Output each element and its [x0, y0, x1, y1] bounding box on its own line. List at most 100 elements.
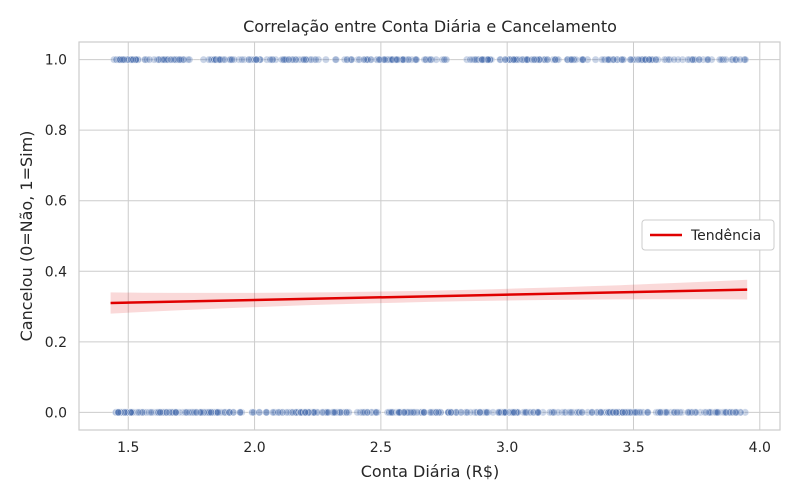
- scatter-point: [664, 55, 673, 64]
- scatter-point: [138, 408, 147, 417]
- scatter-point: [367, 55, 375, 64]
- scatter-point: [321, 55, 330, 64]
- scatter-point: [549, 408, 558, 417]
- scatter-point: [329, 408, 338, 417]
- scatter-point: [255, 408, 264, 417]
- scatter-point: [626, 408, 635, 417]
- scatter-point: [567, 55, 576, 64]
- scatter-point: [228, 55, 236, 64]
- scatter-point: [472, 408, 481, 417]
- scatter-point: [501, 408, 510, 417]
- scatter-point: [215, 55, 224, 64]
- scatter-point: [225, 408, 234, 417]
- scatter-point: [129, 55, 137, 64]
- scatter-point: [359, 55, 368, 64]
- scatter-point: [359, 408, 367, 417]
- scatter-point: [205, 408, 214, 417]
- scatter-point: [199, 55, 208, 64]
- scatter-point: [688, 55, 697, 64]
- scatter-point: [282, 408, 291, 417]
- scatter-point: [347, 55, 355, 64]
- y-tick-label: 0.2: [45, 335, 67, 351]
- scatter-point: [596, 408, 605, 417]
- scatter-point: [656, 408, 664, 417]
- scatter-point: [158, 55, 167, 64]
- scatter-point: [551, 55, 560, 64]
- scatter-point: [399, 55, 408, 64]
- scatter-point: [643, 408, 652, 417]
- scatter-point: [421, 55, 430, 64]
- scatter-point: [715, 55, 724, 64]
- y-tick-label: 0.8: [45, 123, 67, 139]
- scatter-point: [268, 55, 277, 64]
- trend-line-layer: [110, 288, 748, 305]
- scatter-point: [324, 408, 333, 417]
- scatter-point: [534, 408, 542, 417]
- scatter-point: [344, 408, 353, 417]
- scatter-point: [436, 408, 445, 417]
- scatter-point: [626, 55, 635, 64]
- x-tick-label: 4.0: [749, 440, 771, 456]
- scatter-point: [252, 55, 261, 64]
- scatter-point: [468, 55, 477, 64]
- scatter-point: [587, 408, 596, 417]
- y-axis-label: Cancelou (0=Não, 1=Sim): [17, 131, 36, 342]
- scatter-point: [156, 408, 164, 417]
- scatter-point: [182, 408, 191, 417]
- scatter-point: [280, 55, 288, 64]
- scatter-point: [266, 55, 275, 64]
- scatter-point: [311, 55, 320, 64]
- scatter-point: [131, 55, 140, 64]
- scatter-point: [126, 408, 135, 417]
- scatter-point: [438, 55, 447, 64]
- scatter-point: [419, 408, 428, 417]
- scatter-point: [145, 55, 154, 64]
- legend-trend-label: Tendência: [690, 228, 761, 244]
- scatter-point: [343, 55, 351, 64]
- scatter-point: [262, 408, 271, 417]
- scatter-point: [654, 408, 662, 417]
- scatter-point: [578, 408, 587, 417]
- scatter-point: [741, 408, 750, 417]
- scatter-point: [301, 55, 310, 64]
- scatter-point: [478, 55, 487, 64]
- scatter-point: [483, 55, 492, 64]
- scatter-point: [684, 55, 692, 64]
- scatter-point: [192, 408, 201, 417]
- scatter-point: [702, 408, 710, 417]
- scatter-point: [118, 55, 127, 64]
- scatter-point: [162, 408, 171, 417]
- scatter-point: [633, 408, 641, 417]
- scatter-point: [549, 55, 557, 64]
- scatter-point: [676, 408, 684, 417]
- plot-frame: [78, 41, 781, 431]
- x-tick-label: 2.0: [243, 440, 265, 456]
- scatter-point: [509, 55, 518, 64]
- scatter-point: [271, 55, 280, 64]
- scatter-point: [426, 55, 435, 64]
- scatter-point: [447, 408, 456, 417]
- scatter-point: [213, 408, 222, 417]
- scatter-point: [684, 408, 693, 417]
- scatter-point: [392, 55, 401, 64]
- y-tick-label: 0.0: [45, 405, 67, 421]
- scatter-point: [145, 408, 153, 417]
- scatter-point: [717, 55, 726, 64]
- scatter-point: [276, 408, 284, 417]
- scatter-point: [432, 408, 440, 417]
- scatter-point: [226, 55, 235, 64]
- scatter-point: [288, 55, 297, 64]
- y-tick-label: 1.0: [45, 53, 67, 69]
- legend-box: [641, 219, 775, 251]
- scatter-point: [110, 55, 118, 64]
- scatter-point: [728, 408, 737, 417]
- scatter-point: [583, 408, 592, 417]
- scatter-point: [563, 55, 572, 64]
- scatter-point: [612, 408, 620, 417]
- scatter-point: [663, 408, 671, 417]
- y-tick-label: 0.4: [45, 264, 67, 280]
- scatter-point: [731, 408, 740, 417]
- scatter-point: [634, 55, 643, 64]
- scatter-point: [142, 408, 151, 417]
